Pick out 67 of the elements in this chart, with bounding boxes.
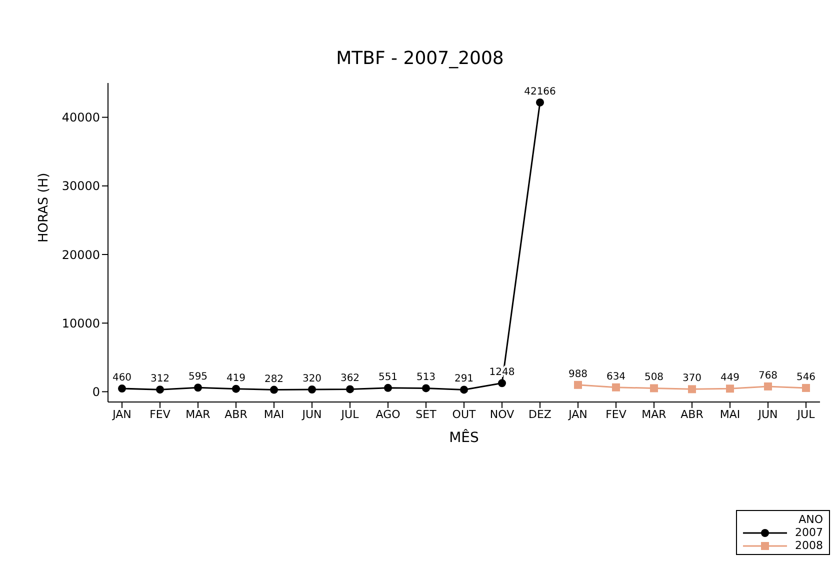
point [574, 380, 582, 389]
y-axis-title: HORAS (H) [36, 172, 52, 242]
x-tick-label: DEZ [528, 408, 552, 421]
x-tick-label: JUL [796, 408, 816, 421]
point [194, 384, 202, 392]
data-label: 362 [340, 373, 360, 384]
point [536, 98, 544, 106]
data-label: 546 [796, 372, 816, 383]
data-label: 282 [264, 374, 284, 385]
data-label: 320 [302, 374, 322, 385]
x-tick-label: ABR [224, 408, 248, 421]
x-tick-label: SET [416, 408, 437, 421]
point [612, 383, 620, 392]
point [270, 386, 278, 394]
x-tick-label: JUL [340, 408, 360, 421]
data-label: 634 [606, 371, 626, 382]
data-label: 42166 [524, 86, 556, 98]
x-axis-title: MÊS [449, 429, 480, 446]
y-tick-label: 20000 [62, 248, 100, 262]
point [384, 384, 392, 392]
x-tick-label: FEV [150, 408, 171, 421]
legend-title: ANO [798, 513, 823, 526]
point [802, 384, 810, 392]
point [156, 386, 164, 394]
point [764, 382, 772, 390]
y-tick-label: 0 [92, 384, 100, 399]
data-label: 988 [568, 368, 588, 380]
y-tick-label: 40000 [62, 110, 100, 125]
y-tick-label: 10000 [62, 316, 100, 330]
x-tick-label: MAR [642, 408, 667, 421]
x-tick-label: OUT [452, 408, 476, 421]
data-label: 291 [454, 374, 474, 385]
data-label: 370 [682, 373, 702, 384]
legend-label: 2008 [795, 539, 823, 552]
data-label: 312 [150, 374, 170, 385]
data-label: 460 [112, 372, 132, 384]
x-tick-label: MAR [186, 408, 211, 421]
point [422, 384, 430, 392]
data-label: 768 [758, 370, 778, 382]
data-label: 419 [226, 372, 246, 384]
x-tick-label: JAN [568, 408, 588, 421]
point [650, 384, 658, 392]
x-tick-label: MAI [264, 408, 284, 421]
point [498, 379, 506, 388]
point [308, 386, 316, 394]
y-tick-label: 30000 [62, 179, 100, 194]
x-tick-label: ABR [680, 408, 704, 421]
point [118, 384, 126, 393]
point [232, 384, 240, 393]
x-tick-label: JAN [112, 408, 132, 421]
x-tick-label: FEV [606, 408, 627, 421]
data-label: 508 [644, 372, 664, 384]
point [688, 385, 696, 394]
data-label: 513 [416, 372, 436, 384]
data-label: 449 [720, 372, 740, 384]
x-tick-label: JUN [757, 408, 778, 421]
legend-label: 2007 [795, 526, 823, 539]
chart-title: MTBF - 2007_2008 [335, 48, 505, 69]
point [726, 384, 734, 393]
data-label: 551 [378, 372, 398, 383]
data-label: 595 [188, 372, 208, 383]
x-tick-label: AGO [376, 408, 401, 421]
x-tick-label: JUN [301, 408, 322, 421]
point [460, 386, 468, 394]
x-tick-label: NOV [490, 408, 515, 421]
x-tick-label: MAI [720, 408, 740, 421]
point [346, 385, 354, 394]
